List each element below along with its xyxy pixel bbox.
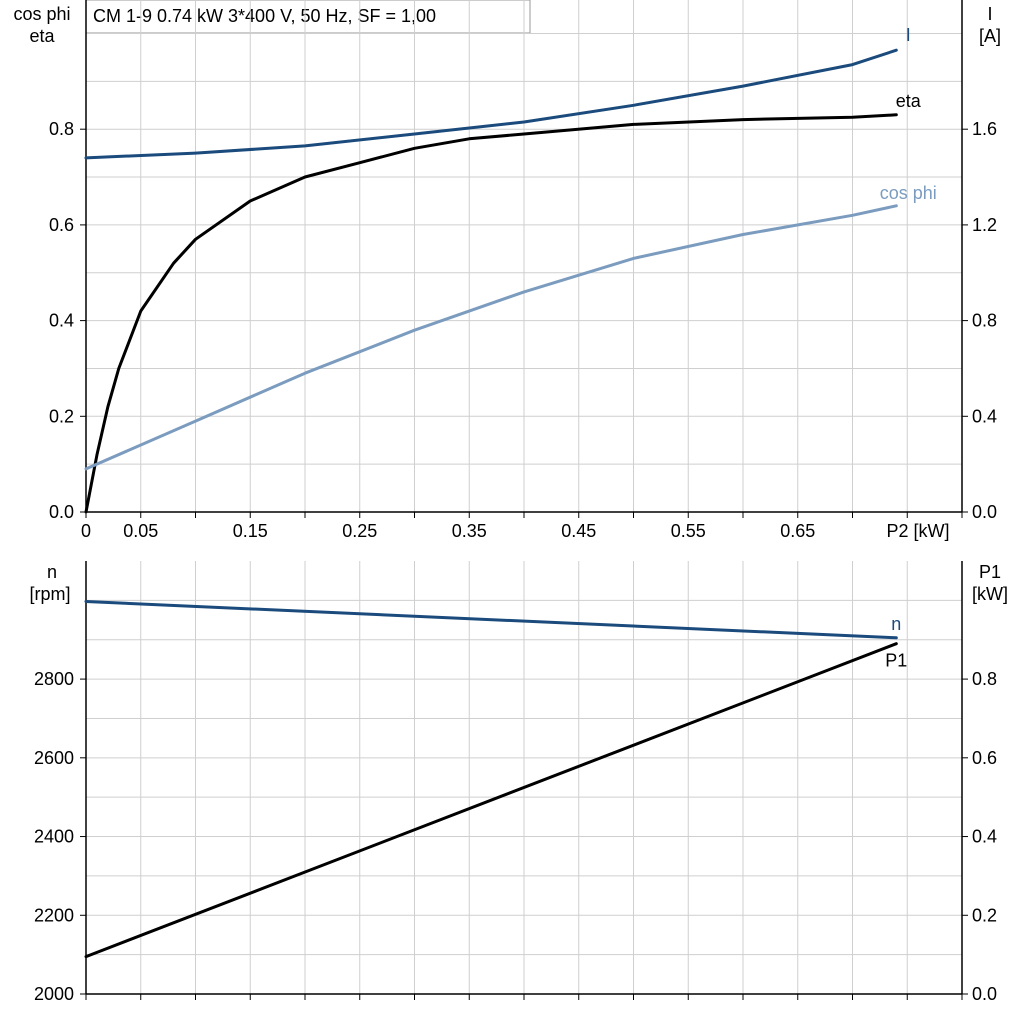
x-tick-label: 0: [81, 521, 91, 541]
y-right-tick-label: 0.4: [972, 827, 997, 847]
y-right-tick-label: 0.8: [972, 669, 997, 689]
y-right-tick-label: 0.0: [972, 984, 997, 1004]
series-I: I: [84, 25, 911, 160]
y-left-tick-label: 2200: [34, 905, 74, 925]
y-left-tick-label: 2400: [34, 827, 74, 847]
bottom-plot: 200022002400260028000.00.20.40.60.8n[rpm…: [29, 561, 1008, 1004]
top-grid: [86, 0, 962, 512]
y-right-axis-label: P1: [979, 562, 1001, 582]
x-tick-label: 0.65: [780, 521, 815, 541]
y-left-tick-label: 2000: [34, 984, 74, 1004]
series-line-cos-phi: [84, 204, 898, 471]
y-right-axis-label: I: [987, 4, 992, 24]
y-right-tick-label: 0.6: [972, 748, 997, 768]
y-left-tick-label: 0.6: [49, 215, 74, 235]
y-right-tick-label: 1.2: [972, 215, 997, 235]
series-n: n: [84, 600, 901, 640]
y-left-axis-label: [rpm]: [29, 584, 70, 604]
y-right-tick-label: 0.4: [972, 406, 997, 426]
x-tick-label: 0.25: [342, 521, 377, 541]
y-left-axis-label: n: [47, 562, 57, 582]
x-tick-label: 0.05: [123, 521, 158, 541]
series-label-cos-phi: cos phi: [880, 183, 937, 203]
y-right-tick-label: 1.6: [972, 119, 997, 139]
y-left-tick-label: 0.0: [49, 502, 74, 522]
series-P1: P1: [84, 642, 907, 959]
bottom-grid: [86, 561, 962, 994]
series-label-P1: P1: [885, 651, 907, 671]
y-left-tick-label: 2600: [34, 748, 74, 768]
series-label-I: I: [906, 25, 911, 45]
y-left-tick-label: 2800: [34, 669, 74, 689]
y-right-tick-label: 0.8: [972, 311, 997, 331]
y-left-tick-label: 0.4: [49, 311, 74, 331]
series-cos-phi: cos phi: [84, 183, 937, 471]
y-left-axis-label: eta: [29, 26, 55, 46]
chart-title-box: CM 1-9 0.74 kW 3*400 V, 50 Hz, SF = 1,00: [85, 0, 531, 34]
series-line-P1: [84, 642, 898, 959]
series-label-n: n: [891, 614, 901, 634]
x-tick-label: 0.55: [671, 521, 706, 541]
y-right-axis-label: [kW]: [972, 584, 1008, 604]
series-line-n: [84, 600, 898, 640]
y-left-tick-label: 0.2: [49, 406, 74, 426]
series-line-eta: [84, 113, 898, 514]
chart-title: CM 1-9 0.74 kW 3*400 V, 50 Hz, SF = 1,00: [93, 6, 436, 26]
y-right-tick-label: 0.0: [972, 502, 997, 522]
y-left-tick-label: 0.8: [49, 119, 74, 139]
y-left-axis-label: cos phi: [13, 4, 70, 24]
y-right-axis-label: [A]: [979, 26, 1001, 46]
series-eta: eta: [84, 91, 922, 514]
x-tick-label: 0.15: [233, 521, 268, 541]
series-line-I: [84, 48, 898, 160]
x-tick-label: 0.45: [561, 521, 596, 541]
series-label-eta: eta: [896, 91, 922, 111]
x-axis-label: P2 [kW]: [886, 521, 949, 541]
y-right-tick-label: 0.2: [972, 905, 997, 925]
x-tick-label: 0.35: [452, 521, 487, 541]
